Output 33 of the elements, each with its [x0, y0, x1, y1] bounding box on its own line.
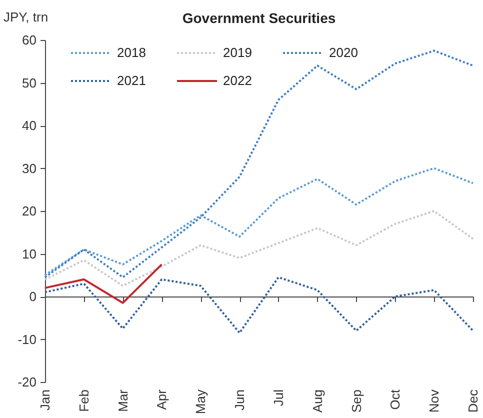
line-series: [44, 167, 474, 276]
y-tick-label: 40: [22, 118, 36, 133]
y-tick-label: 0: [29, 289, 36, 304]
x-tick-label: Dec: [466, 389, 480, 413]
legend-label: 2018: [117, 45, 146, 60]
legend-label: 2021: [117, 73, 146, 88]
x-tick-label: Apr: [154, 388, 170, 410]
y-tick-label: -20: [18, 374, 36, 390]
y-tick-label: 50: [22, 75, 36, 90]
line-series: [44, 210, 474, 287]
x-tick-label: Jul: [270, 389, 286, 406]
x-tick-label: Jun: [232, 390, 248, 410]
legend-label: 2022: [223, 73, 252, 88]
x-tick-label: May: [193, 389, 208, 414]
legend-label: 2019: [223, 45, 252, 60]
line-series: [44, 263, 163, 304]
x-tick-label: Feb: [76, 390, 92, 412]
chart-title: Government Securities: [182, 10, 336, 26]
y-tick-label: 30: [22, 160, 36, 176]
y-axis-title: JPY, trn: [4, 10, 48, 24]
y-tick-label: 20: [22, 204, 36, 218]
line-series: [44, 276, 474, 334]
legend-label: 2020: [329, 45, 358, 60]
x-tick-label: Oct: [388, 389, 403, 410]
y-tick-label: 60: [22, 32, 36, 48]
line-series: [44, 50, 474, 278]
y-tick-label: 10: [22, 246, 36, 262]
x-tick-label: Jan: [38, 390, 52, 410]
x-tick-label: Nov: [426, 389, 442, 413]
y-tick-label: -10: [18, 332, 36, 347]
x-tick-label: Mar: [115, 388, 130, 412]
x-tick-label: Aug: [310, 390, 325, 413]
x-tick-label: Sep: [348, 390, 364, 413]
